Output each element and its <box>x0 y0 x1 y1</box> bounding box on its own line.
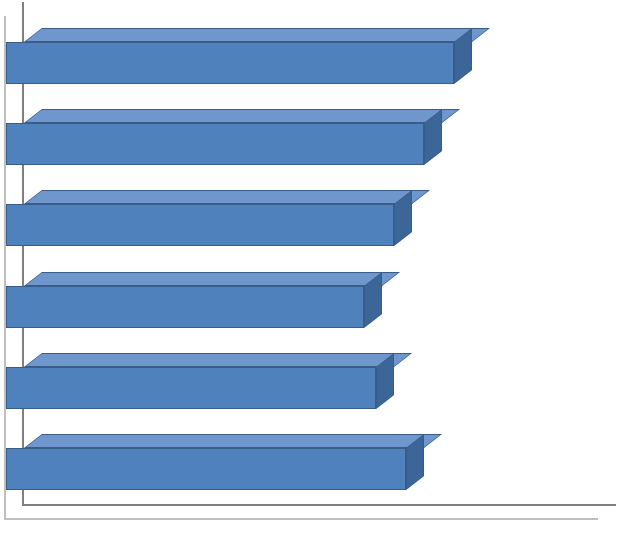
bar-front-face <box>6 367 376 409</box>
bar-chart-3d <box>0 0 630 534</box>
bar-front-face <box>6 448 406 490</box>
axis-front-horizontal <box>4 518 598 520</box>
bar-1 <box>6 28 472 84</box>
bar-front-face <box>6 204 394 246</box>
bar-top-face <box>24 272 400 286</box>
bar-front-face <box>6 286 364 328</box>
axis-back-horizontal <box>22 504 616 506</box>
bar-6 <box>6 434 424 490</box>
bar-top-face <box>24 28 490 42</box>
bar-3 <box>6 190 412 246</box>
bar-top-face <box>24 190 430 204</box>
bar-top-face <box>24 109 460 123</box>
bar-5 <box>6 353 394 409</box>
bar-2 <box>6 109 442 165</box>
bar-top-face <box>24 434 442 448</box>
bar-4 <box>6 272 382 328</box>
axis-front-vertical <box>4 16 6 518</box>
bar-front-face <box>6 42 454 84</box>
bar-front-face <box>6 123 424 165</box>
bar-top-face <box>24 353 412 367</box>
